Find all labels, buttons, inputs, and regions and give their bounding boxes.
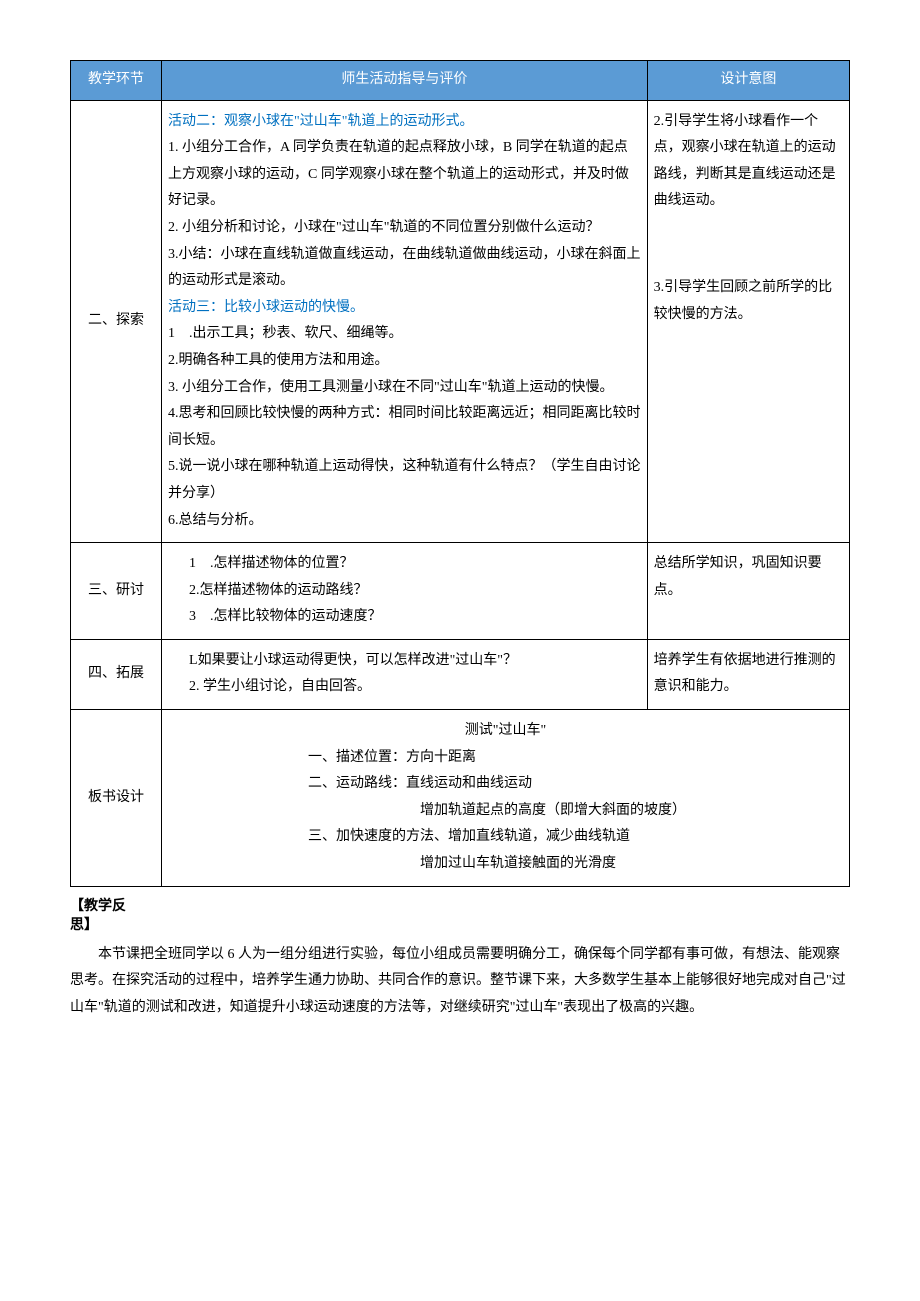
- activity2-item: 2. 小组分析和讨论，小球在"过山车"轨道的不同位置分别做什么运动？: [168, 215, 641, 242]
- activity2-item: 3.小结：小球在直线轨道做直线运动，在曲线轨道做曲线运动，小球在斜面上的运动形式…: [168, 242, 641, 295]
- header-col3: 设计意图: [647, 61, 849, 101]
- activity3-item: 5.说一说小球在哪种轨道上运动得快，这种轨道有什么特点？（学生自由讨论并分享）: [168, 454, 641, 507]
- activity3-item: 1 .出示工具；秒表、软尺、细绳等。: [168, 321, 641, 348]
- board-content: 测试"过山车" 一、描述位置：方向十距离 二、运动路线：直线运动和曲线运动 增加…: [162, 710, 850, 887]
- intent-text: 2.引导学生将小球看作一个点，观察小球在轨道上的运动路线，判断其是直线运动还是曲…: [654, 109, 843, 215]
- extend-item: L如果要让小球运动得更快，可以怎样改进"过山车"？: [168, 648, 641, 675]
- discuss-item: 2.怎样描述物体的运动路线？: [168, 578, 641, 605]
- spacer: [654, 225, 843, 235]
- intent-cell: 培养学生有依据地进行推测的意识和能力。: [647, 639, 849, 709]
- activity3-item: 3. 小组分工合作，使用工具测量小球在不同"过山车"轨道上运动的快慢。: [168, 375, 641, 402]
- spacer: [654, 215, 843, 225]
- activity2-item: 1. 小组分工合作，A 同学负责在轨道的起点释放小球，B 同学在轨道的起点上方观…: [168, 135, 641, 215]
- spacer: [654, 245, 843, 255]
- reflection-title: 【教学反 思】: [70, 897, 850, 936]
- activities-cell: 1 .怎样描述物体的位置？ 2.怎样描述物体的运动路线？ 3 .怎样比较物体的运…: [162, 543, 648, 640]
- spacer: [654, 255, 843, 265]
- intent-cell: 总结所学知识，巩固知识要点。: [647, 543, 849, 640]
- intent-text: 3.引导学生回顾之前所学的比较快慢的方法。: [654, 275, 843, 328]
- header-col2: 师生活动指导与评价: [162, 61, 648, 101]
- table-row: 板书设计 测试"过山车" 一、描述位置：方向十距离 二、运动路线：直线运动和曲线…: [71, 710, 850, 887]
- board-line: 二、运动路线：直线运动和曲线运动: [168, 771, 843, 798]
- board-title: 测试"过山车": [168, 718, 843, 745]
- discuss-item: 3 .怎样比较物体的运动速度？: [168, 604, 641, 631]
- table-row: 二、探索 活动二：观察小球在"过山车"轨道上的运动形式。 1. 小组分工合作，A…: [71, 100, 850, 543]
- activities-cell: 活动二：观察小球在"过山车"轨道上的运动形式。 1. 小组分工合作，A 同学负责…: [162, 100, 648, 543]
- activity2-title: 活动二：观察小球在"过山车"轨道上的运动形式。: [168, 109, 641, 136]
- board-line: 一、描述位置：方向十距离: [168, 745, 843, 772]
- reflection-body: 本节课把全班同学以 6 人为一组分组进行实验，每位小组成员需要明确分工，确保每个…: [70, 942, 850, 1022]
- board-line: 增加过山车轨道接触面的光滑度: [168, 851, 843, 878]
- intent-cell: 2.引导学生将小球看作一个点，观察小球在轨道上的运动路线，判断其是直线运动还是曲…: [647, 100, 849, 543]
- section-label: 三、研讨: [71, 543, 162, 640]
- reflection-title-l2: 思】: [70, 918, 98, 933]
- table-row: 四、拓展 L如果要让小球运动得更快，可以怎样改进"过山车"？ 2. 学生小组讨论…: [71, 639, 850, 709]
- activities-cell: L如果要让小球运动得更快，可以怎样改进"过山车"？ 2. 学生小组讨论，自由回答…: [162, 639, 648, 709]
- board-label: 板书设计: [71, 710, 162, 887]
- activity3-item: 2.明确各种工具的使用方法和用途。: [168, 348, 641, 375]
- table-header-row: 教学环节 师生活动指导与评价 设计意图: [71, 61, 850, 101]
- board-line: 增加轨道起点的高度（即增大斜面的坡度）: [168, 798, 843, 825]
- activity3-item: 6.总结与分析。: [168, 508, 641, 535]
- section-label: 二、探索: [71, 100, 162, 543]
- extend-item: 2. 学生小组讨论，自由回答。: [168, 674, 641, 701]
- activity3-title: 活动三：比较小球运动的快慢。: [168, 295, 641, 322]
- section-label: 四、拓展: [71, 639, 162, 709]
- spacer: [654, 265, 843, 275]
- table-row: 三、研讨 1 .怎样描述物体的位置？ 2.怎样描述物体的运动路线？ 3 .怎样比…: [71, 543, 850, 640]
- reflection-title-l1: 【教学反: [70, 899, 126, 914]
- lesson-table: 教学环节 师生活动指导与评价 设计意图 二、探索 活动二：观察小球在"过山车"轨…: [70, 60, 850, 887]
- board-line: 三、加快速度的方法、增加直线轨道，减少曲线轨道: [168, 824, 843, 851]
- spacer: [654, 235, 843, 245]
- activity3-item: 4.思考和回顾比较快慢的两种方式：相同时间比较距离远近；相同距离比较时间长短。: [168, 401, 641, 454]
- discuss-item: 1 .怎样描述物体的位置？: [168, 551, 641, 578]
- header-col1: 教学环节: [71, 61, 162, 101]
